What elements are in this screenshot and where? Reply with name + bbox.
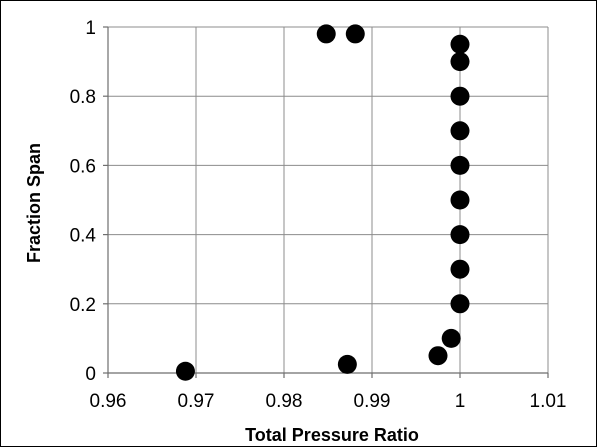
data-point: [450, 190, 470, 210]
y-tick-label: 0.2: [70, 295, 96, 316]
x-tick-labels: 0.96 0.97 0.98 0.99 1 1.01: [90, 391, 567, 412]
data-point: [175, 361, 195, 381]
x-axis-title: Total Pressure Ratio: [245, 425, 419, 445]
plot-axes: [103, 26, 549, 378]
data-point: [450, 225, 470, 245]
x-tick-label: 0.98: [266, 391, 303, 412]
y-tick-label: 0.4: [70, 226, 97, 247]
data-point: [428, 346, 448, 366]
data-point: [450, 34, 470, 54]
data-point: [450, 294, 470, 314]
data-point: [450, 86, 470, 106]
x-tick-label: 0.99: [354, 391, 391, 412]
grid-lines: [107, 26, 549, 374]
y-tick-label: 0.8: [70, 87, 96, 108]
data-point: [450, 52, 470, 72]
y-tick-labels: 0 0.2 0.4 0.6 0.8 1: [70, 18, 97, 385]
data-point: [450, 155, 470, 175]
data-point: [337, 354, 357, 374]
data-point: [345, 24, 365, 44]
data-point: [450, 121, 470, 141]
x-tick-label: 0.96: [90, 391, 127, 412]
x-tick-label: 0.97: [178, 391, 215, 412]
x-tick-label: 1.01: [530, 391, 567, 412]
x-tick-label: 1: [455, 391, 466, 412]
y-tick-label: 0.6: [70, 156, 96, 177]
data-point: [450, 259, 470, 279]
data-points: [175, 24, 470, 381]
y-tick-label: 0: [85, 364, 96, 385]
y-axis-title: Fraction Span: [24, 143, 44, 263]
y-tick-label: 1: [85, 18, 96, 39]
data-point: [441, 328, 461, 348]
data-point: [316, 24, 336, 44]
